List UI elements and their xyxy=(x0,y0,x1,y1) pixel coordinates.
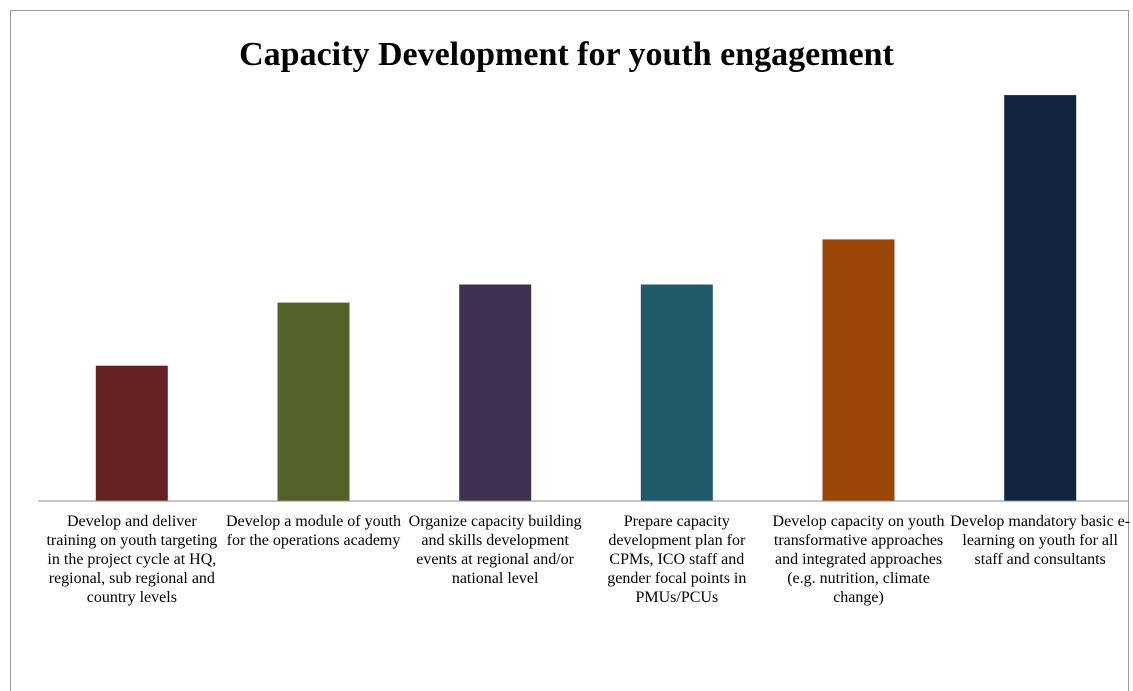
bar-3 xyxy=(459,284,532,501)
category-label-5: Develop capacity on youth transformative… xyxy=(772,513,945,606)
bar-6 xyxy=(1004,95,1077,501)
category-label-6: Develop mandatory basic e-learning on yo… xyxy=(950,513,1131,568)
category-label-4: Prepare capacity development plan for CP… xyxy=(607,513,747,606)
category-label-2: Develop a module of youth for the operat… xyxy=(225,513,402,549)
category-label-container-5: Develop capacity on youth transformative… xyxy=(772,513,945,606)
chart-title: Capacity Development for youth engagemen… xyxy=(239,36,894,73)
bars-group xyxy=(95,95,1077,501)
category-label-container-1: Develop and deliver training on youth ta… xyxy=(46,513,218,606)
bar-2 xyxy=(277,302,350,501)
category-labels-group: Develop and deliver training on youth ta… xyxy=(46,513,1131,606)
bar-1 xyxy=(95,365,168,501)
chart-frame xyxy=(10,10,1129,691)
category-label-container-2: Develop a module of youth for the operat… xyxy=(225,513,402,549)
category-label-container-3: Organize capacity building and skills de… xyxy=(408,513,582,587)
category-label-3: Organize capacity building and skills de… xyxy=(408,513,582,587)
bar-5 xyxy=(822,239,895,501)
category-label-container-4: Prepare capacity development plan for CP… xyxy=(607,513,747,606)
bar-4 xyxy=(640,284,713,501)
category-label-container-6: Develop mandatory basic e-learning on yo… xyxy=(950,513,1131,568)
category-label-1: Develop and deliver training on youth ta… xyxy=(46,513,218,606)
